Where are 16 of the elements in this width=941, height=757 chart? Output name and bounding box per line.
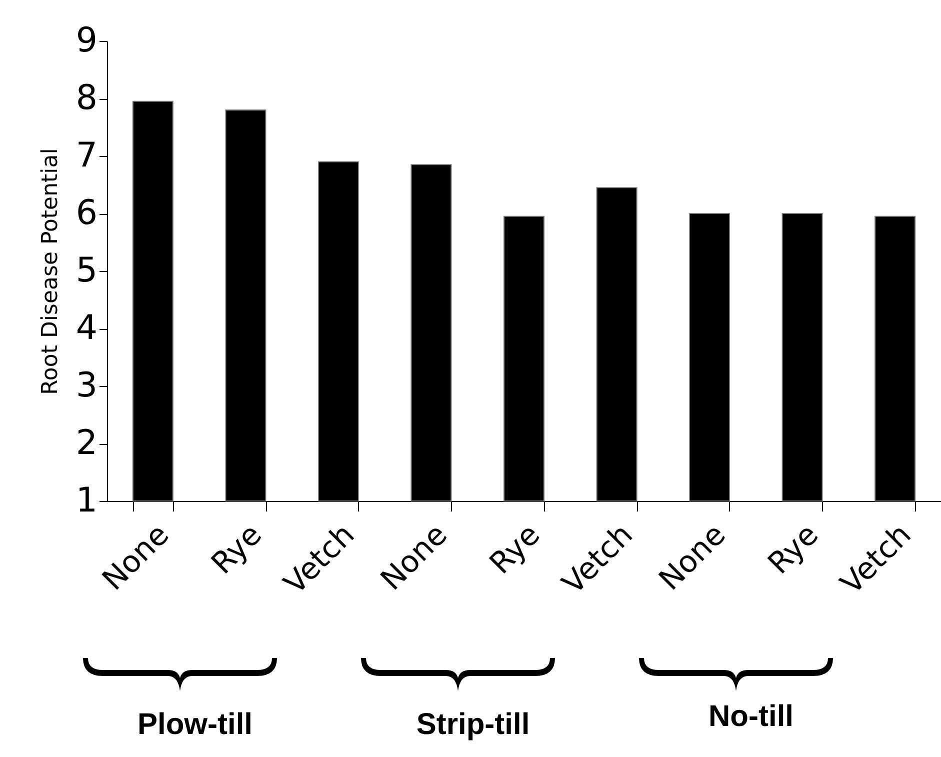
x-tick-label: Rye: [483, 517, 548, 582]
x-tick-label: Rye: [204, 517, 269, 582]
y-tick-label: 9: [76, 20, 98, 60]
y-tick-label: 5: [76, 250, 98, 290]
y-tick-label: 3: [76, 366, 98, 406]
x-tick-label: Rye: [762, 517, 826, 582]
y-tick-label: 1: [76, 480, 98, 520]
text: No-till: [708, 700, 794, 734]
text: Strip-till: [416, 708, 530, 742]
y-tick-label: 6: [76, 193, 98, 233]
text: Plow-till: [138, 708, 252, 742]
y-tick-label: 4: [76, 308, 98, 348]
y-tick-label: 8: [76, 78, 98, 118]
y-tick-label: 7: [76, 136, 98, 176]
y-tick-label: 2: [76, 423, 98, 463]
y-axis-title: Root Disease Potential: [38, 148, 63, 395]
